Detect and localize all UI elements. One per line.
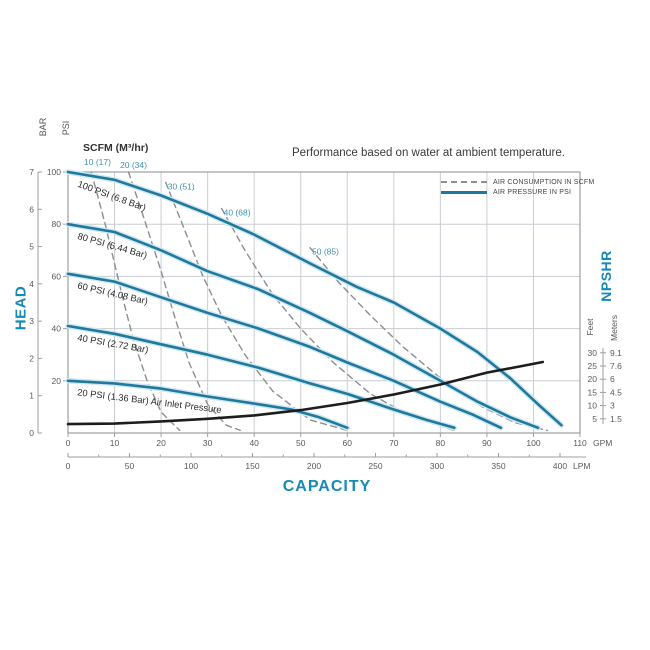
feet-tick-label: 15 xyxy=(588,387,598,397)
solid-line-swatch-icon xyxy=(441,190,487,194)
bar-tick-label: 5 xyxy=(29,242,34,252)
meters-tick-label: 7.6 xyxy=(610,361,622,371)
lpm-tick-label: 400 xyxy=(553,461,567,471)
bar-tick-label: 7 xyxy=(29,167,34,177)
scfm-curve-label-20: 20 (34) xyxy=(120,160,147,170)
lpm-tick-label: 350 xyxy=(491,461,505,471)
lpm-tick-label: 50 xyxy=(125,461,135,471)
psi-tick-label: 80 xyxy=(52,219,62,229)
chart-title: Performance based on water at ambient te… xyxy=(292,147,565,159)
feet-tick-label: 25 xyxy=(588,361,598,371)
lpm-tick-label: 200 xyxy=(307,461,321,471)
pressure-curve xyxy=(66,324,456,430)
lpm-tick-label: 100 xyxy=(184,461,198,471)
bar-tick-label: 4 xyxy=(29,279,34,289)
feet-tick-label: 20 xyxy=(588,374,598,384)
gpm-tick-label: 40 xyxy=(249,438,259,448)
bar-column-label: BAR xyxy=(38,117,48,137)
npshr-curve xyxy=(66,360,545,426)
bar-tick-label: 0 xyxy=(29,428,34,438)
air-consumption-curve xyxy=(220,207,455,432)
head-axis-title: HEAD xyxy=(12,285,30,331)
meters-column-label: Meters xyxy=(609,315,619,341)
bar-tick-label: 6 xyxy=(29,204,34,214)
gpm-tick-label: 20 xyxy=(156,438,166,448)
feet-tick-label: 10 xyxy=(588,401,598,411)
psi-column-label: PSI xyxy=(61,120,71,136)
plot-frame xyxy=(67,171,581,434)
legend-label-air-consumption: AIR CONSUMPTION IN SCFM xyxy=(493,178,595,186)
lpm-tick-label: 250 xyxy=(368,461,382,471)
meters-tick-label: 1.5 xyxy=(610,414,622,424)
meters-tick-label: 6 xyxy=(610,374,615,384)
gpm-unit-label: GPM xyxy=(593,438,612,448)
pressure-curve xyxy=(66,222,540,430)
feet-column-label: Feet xyxy=(585,318,595,336)
gpm-tick-label: 80 xyxy=(436,438,446,448)
gpm-tick-label: 30 xyxy=(203,438,213,448)
psi-tick-label: 60 xyxy=(52,271,62,281)
legend-row-air-pressure: AIR PRESSURE IN PSI xyxy=(441,187,594,197)
pressure-curve-label: 20 PSI (1.36 Bar) Air Inlet Pressure xyxy=(77,387,222,415)
feet-tick-label: 30 xyxy=(588,348,598,358)
pressure-curve xyxy=(66,170,563,427)
bar-tick-label: 2 xyxy=(29,353,34,363)
meters-tick-label: 3 xyxy=(610,401,615,411)
psi-tick-label: 100 xyxy=(47,167,61,177)
gpm-tick-label: 60 xyxy=(343,438,353,448)
scfm-header: SCFM (M³/hr) xyxy=(83,142,149,154)
gpm-tick-label: 50 xyxy=(296,438,306,448)
gpm-tick-label: 110 xyxy=(573,438,587,448)
air-consumption-curve-label: 40 (68) xyxy=(224,208,251,218)
pressure-curve xyxy=(66,379,349,430)
gpm-tick-label: 70 xyxy=(389,438,399,448)
legend-label-air-pressure: AIR PRESSURE IN PSI xyxy=(493,188,572,196)
lpm-tick-label: 150 xyxy=(245,461,259,471)
gpm-tick-label: 10 xyxy=(110,438,120,448)
air-consumption-curve xyxy=(127,171,241,432)
pressure-curve xyxy=(66,272,503,430)
lpm-unit-label: LPM xyxy=(573,461,590,471)
feet-tick-label: 5 xyxy=(592,414,597,424)
dashed-line-swatch-icon xyxy=(441,181,487,183)
chart-legend: AIR CONSUMPTION IN SCFM AIR PRESSURE IN … xyxy=(441,177,594,197)
bar-tick-label: 1 xyxy=(29,391,34,401)
capacity-axis-title: CAPACITY xyxy=(282,478,372,495)
meters-tick-label: 4.5 xyxy=(610,387,622,397)
legend-row-air-consumption: AIR CONSUMPTION IN SCFM xyxy=(441,177,594,187)
gpm-tick-label: 0 xyxy=(66,438,71,448)
air-consumption-curve-label: 30 (51) xyxy=(168,181,195,191)
scfm-curve-label-10: 10 (17) xyxy=(84,157,111,167)
gpm-tick-label: 100 xyxy=(526,438,540,448)
lpm-tick-label: 300 xyxy=(430,461,444,471)
air-consumption-curve xyxy=(90,171,181,432)
lpm-tick-label: 0 xyxy=(66,461,71,471)
gpm-tick-label: 90 xyxy=(482,438,492,448)
pressure-curve-label: 60 PSI (4.08 Bar) xyxy=(77,280,149,306)
bar-tick-label: 3 xyxy=(29,316,34,326)
air-consumption-curve-label: 50 (85) xyxy=(312,247,339,257)
air-consumption-curve xyxy=(309,247,549,432)
psi-tick-label: 20 xyxy=(52,376,62,386)
meters-tick-label: 9.1 xyxy=(610,348,622,358)
psi-tick-label: 40 xyxy=(52,324,62,334)
npshr-axis-title: NPSHR xyxy=(598,250,614,302)
